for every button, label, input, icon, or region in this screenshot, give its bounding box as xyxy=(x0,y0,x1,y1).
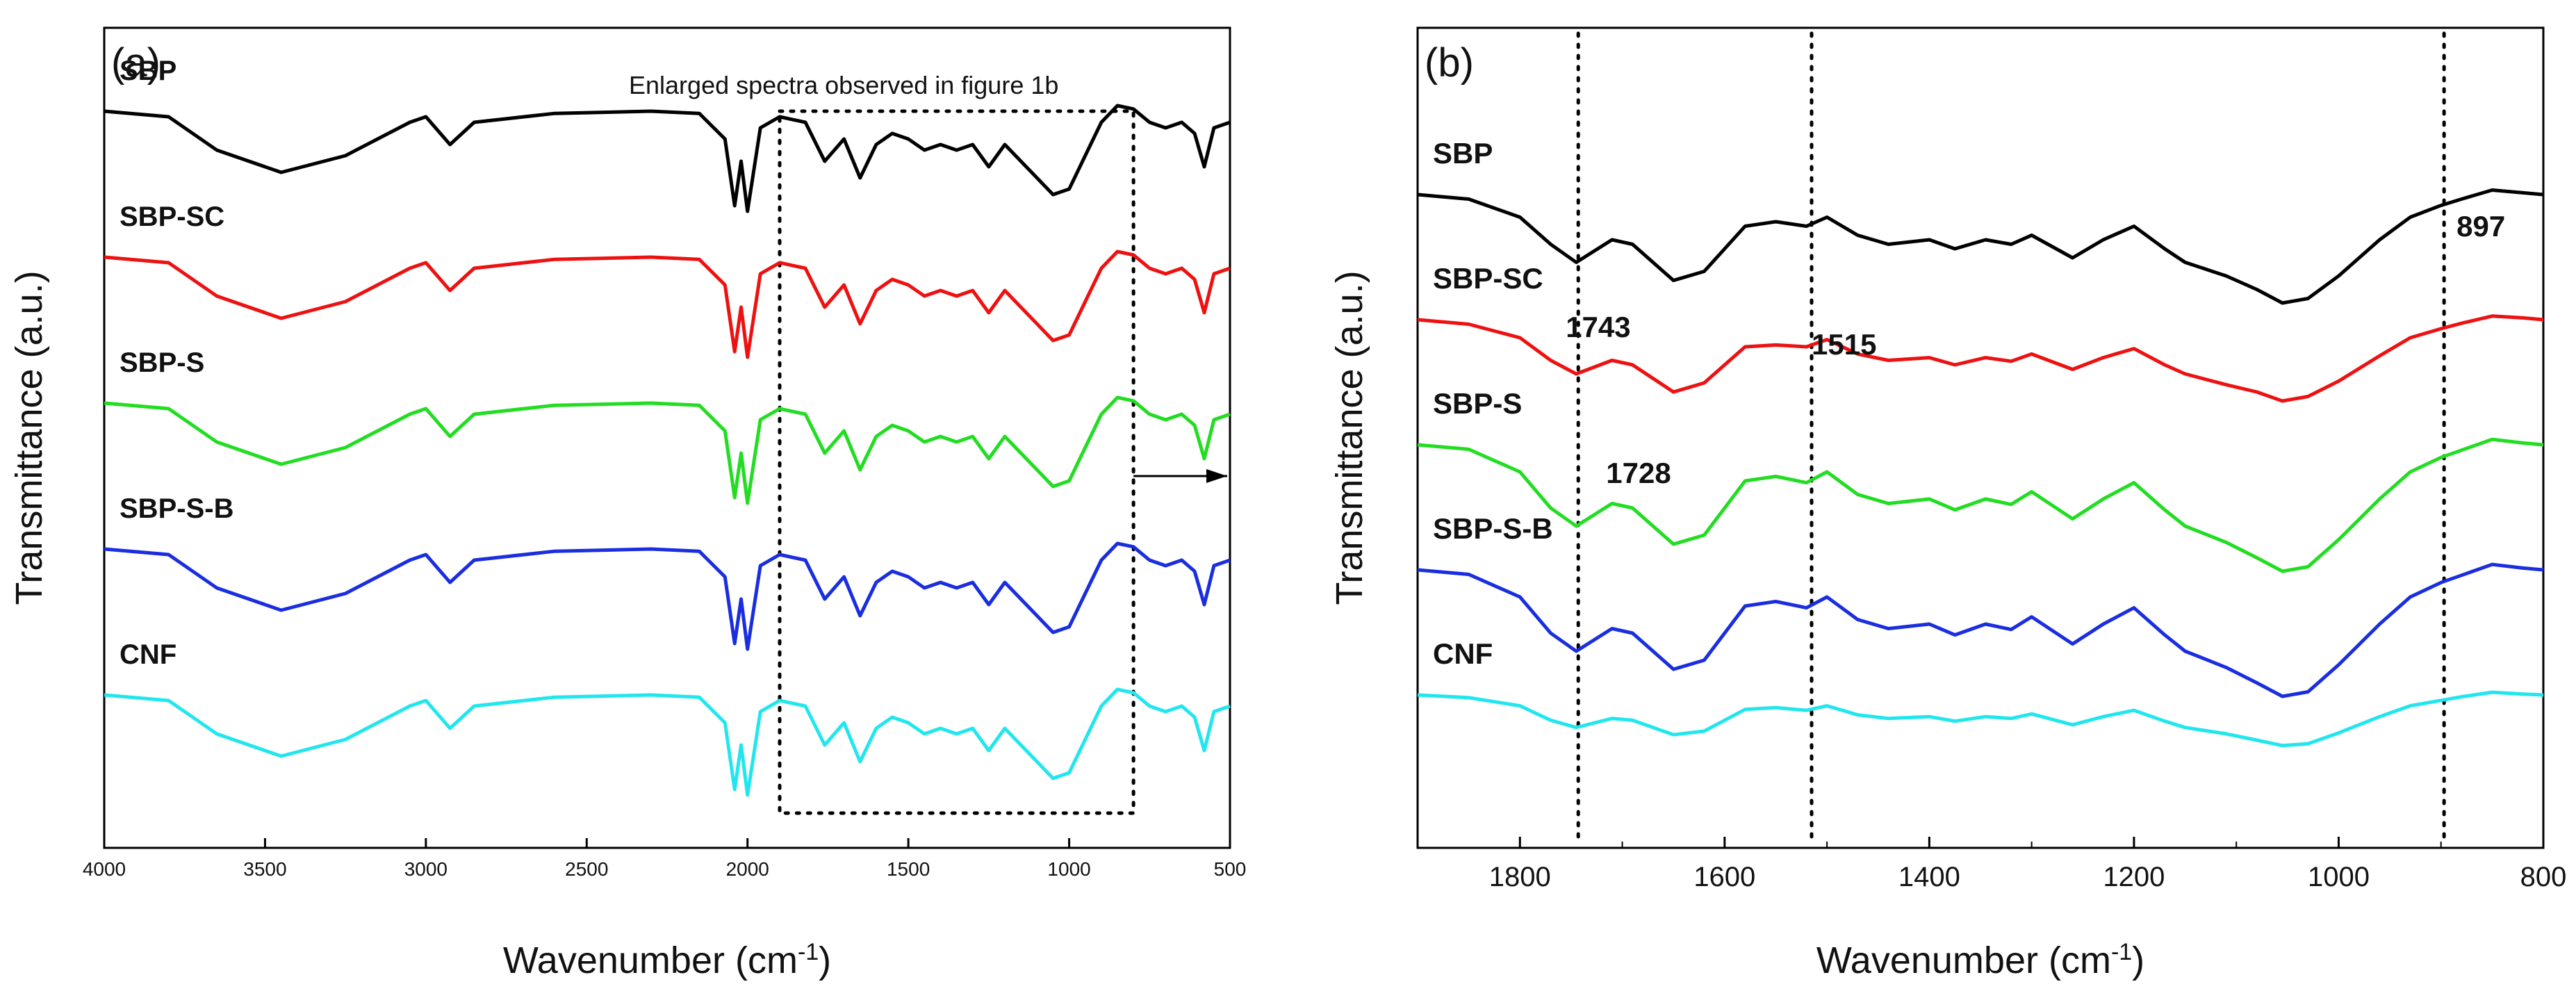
x-tick-label: 1000 xyxy=(1047,858,1090,880)
series-label-sbp-sc: SBP-SC xyxy=(1433,262,1543,295)
x-tick-label: 2500 xyxy=(565,858,608,880)
series-label-sbp: SBP xyxy=(1433,137,1493,170)
x-tick-label: 800 xyxy=(2520,862,2567,892)
series-line-sbp xyxy=(104,104,1231,213)
series-label-cnf: CNF xyxy=(120,639,177,670)
panel-a-annotation: Enlarged spectra observed in figure 1b xyxy=(629,71,1058,99)
series-label-sbp-s: SBP-S xyxy=(1433,387,1522,420)
panel-b: (b) 1800 1600 1400 1200 1000 800 SBPSBP-SCSBP… xyxy=(1329,26,2567,981)
panel-b-ylabel: Transmittance (a.u.) xyxy=(1329,270,1370,605)
peak-label-1515: 1515 xyxy=(1812,328,1876,361)
series-line-sbp-s-b xyxy=(1417,562,2544,698)
series-line-cnf xyxy=(1417,690,2544,748)
x-tick-label: 1800 xyxy=(1489,862,1551,892)
panel-b-frame xyxy=(1416,26,2545,849)
series-line-sbp-s xyxy=(104,395,1231,505)
panel-a-xlabel: Wavenumber (cm-1) xyxy=(503,939,831,981)
x-tick-label: 500 xyxy=(1214,858,1247,880)
x-tick-label: 4000 xyxy=(83,858,126,880)
x-tick-label: 1400 xyxy=(1898,862,1960,892)
panel-b-xlabel: Wavenumber (cm-1) xyxy=(1816,939,2144,981)
panel-b-series: SBP SBP-SC SBP-S SBP-S-B CNF xyxy=(1417,31,2544,844)
panel-a-series: SBP SBP-SC SBP-S SBP-S-B CNF xyxy=(104,56,1231,815)
peak-label-897: 897 xyxy=(2456,210,2505,243)
enlarged-arrow-head xyxy=(1206,469,1227,483)
panel-b-peaks: 1743 1515 897 1728 xyxy=(1566,210,2505,489)
panel-a-label: (a) xyxy=(111,40,161,85)
panel-b-label: (b) xyxy=(1425,40,1474,85)
series-label-sbp-s: SBP-S xyxy=(120,347,204,378)
x-tick-label: 1600 xyxy=(1693,862,1755,892)
series-label-sbp-s-b: SBP-S-B xyxy=(120,493,233,524)
series-label-sbp: SBP xyxy=(120,56,177,86)
panel-b-ticks: 1800 1600 1400 1200 1000 800 xyxy=(1417,837,2567,892)
panel-a-ticks: 4000 3500 3000 2500 2000 1500 1000 500 xyxy=(83,838,1247,880)
series-label-cnf: CNF xyxy=(1433,637,1493,670)
series-label-sbp-sc: SBP-SC xyxy=(120,202,224,232)
x-tick-label: 1500 xyxy=(887,858,930,880)
enlarged-region-box xyxy=(778,109,1135,815)
x-tick-label: 3500 xyxy=(243,858,286,880)
peak-label-1743: 1743 xyxy=(1566,311,1630,343)
series-line-cnf xyxy=(104,687,1231,797)
x-tick-label: 1000 xyxy=(2308,862,2370,892)
panel-a: (a) Enlarged spectra observed in figure … xyxy=(8,26,1247,981)
series-line-sbp-s xyxy=(1417,437,2544,573)
series-line-sbp-s-b xyxy=(104,541,1231,651)
x-tick-label: 3000 xyxy=(404,858,448,880)
series-line-sbp-sc xyxy=(1417,314,2544,403)
peak-label-1728: 1728 xyxy=(1606,457,1671,489)
panel-a-frame xyxy=(103,26,1231,849)
series-label-sbp-s-b: SBP-S-B xyxy=(1433,512,1553,545)
series-line-sbp-sc xyxy=(104,249,1231,359)
series-line-sbp xyxy=(1417,188,2544,305)
panel-a-ylabel: Transmittance (a.u.) xyxy=(8,270,50,605)
x-tick-label: 1200 xyxy=(2103,862,2165,892)
x-tick-label: 2000 xyxy=(726,858,769,880)
